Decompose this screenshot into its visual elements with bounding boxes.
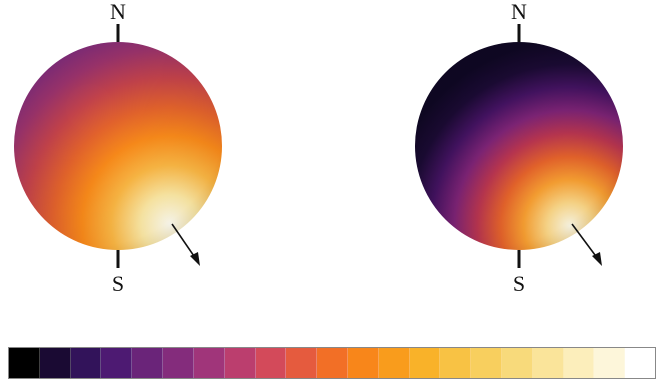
- right-direction-arrow-icon: [571, 223, 602, 266]
- colorbar-swatch: [101, 348, 133, 378]
- colorbar-swatch: [471, 348, 502, 378]
- colorbar-swatch: [255, 348, 287, 378]
- left-sphere-shading: [14, 42, 222, 250]
- colorbar-swatch: [347, 348, 379, 378]
- right-north-label: N: [511, 0, 527, 24]
- left-south-label: S: [112, 271, 124, 296]
- right-sphere-shading: [415, 42, 623, 250]
- colorbar-swatch: [440, 348, 472, 378]
- colorbar-swatch: [502, 348, 533, 378]
- colorbar: [8, 347, 656, 379]
- colorbar-swatch: [317, 348, 348, 378]
- left-sphere-group: N S: [14, 0, 222, 296]
- colorbar-swatch: [39, 348, 71, 378]
- colorbar-swatch: [70, 348, 102, 378]
- colorbar-swatch: [9, 348, 40, 378]
- colorbar-swatch: [594, 348, 626, 378]
- right-south-label: S: [513, 271, 525, 296]
- colorbar-swatch: [193, 348, 225, 378]
- left-north-label: N: [110, 0, 126, 24]
- colorbar-swatch: [563, 348, 595, 378]
- colorbar-swatch: [378, 348, 410, 378]
- right-sphere-group: N S: [415, 0, 623, 296]
- left-direction-arrow-icon: [171, 223, 200, 266]
- colorbar-swatch: [163, 348, 194, 378]
- colorbar-swatch: [532, 348, 564, 378]
- colorbar-swatch: [132, 348, 164, 378]
- colorbar-swatch: [409, 348, 441, 378]
- colorbar-swatch: [625, 348, 656, 378]
- colorbar-swatch: [224, 348, 256, 378]
- colorbar-swatch: [286, 348, 318, 378]
